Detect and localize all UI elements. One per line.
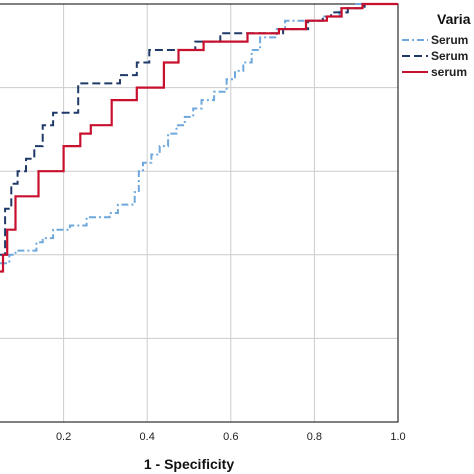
roc-curve-line-2 — [0, 3, 398, 256]
legend-title: Varia — [437, 11, 471, 27]
x-axis-title: 1 - Specificity — [144, 456, 234, 472]
legend-label: Serum — [431, 33, 468, 47]
roc-curve-line-1 — [0, 3, 398, 265]
roc-curve-line-3 — [0, 2, 398, 273]
series-layer — [0, 2, 398, 273]
legend-items: Serum Serum serum — [402, 33, 468, 79]
x-tick-label: 0.8 — [307, 431, 322, 443]
x-tick-label: 0.4 — [140, 431, 155, 443]
x-axis-ticks: 0.2 0.4 0.6 0.8 1.0 — [56, 431, 406, 443]
legend-label: Serum — [431, 49, 468, 63]
x-tick-label: 0.6 — [223, 431, 238, 443]
legend: Varia Serum Serum serum — [402, 11, 471, 79]
gridlines — [0, 4, 398, 422]
plot-frame — [0, 3, 399, 423]
legend-label: serum — [431, 65, 467, 79]
x-tick-label: 1.0 — [390, 431, 405, 443]
x-tick-label: 0.2 — [56, 431, 71, 443]
